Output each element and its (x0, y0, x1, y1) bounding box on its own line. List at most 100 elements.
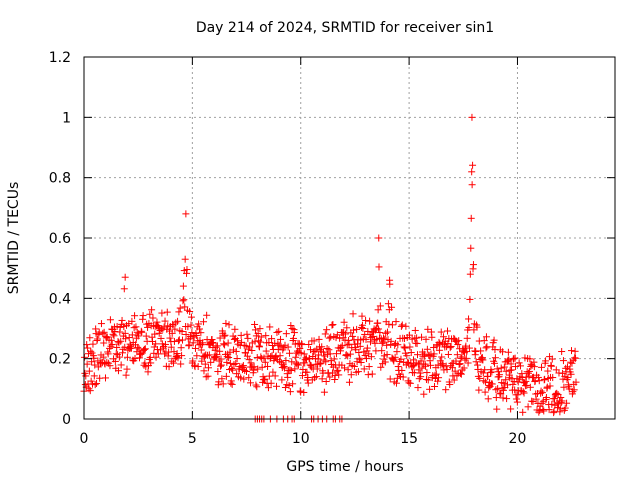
data-point (148, 306, 156, 314)
data-point (559, 357, 567, 365)
data-point (343, 324, 351, 332)
data-point (147, 359, 155, 367)
data-point (341, 330, 349, 338)
data-point (261, 375, 269, 383)
data-point (346, 350, 354, 358)
data-point (391, 353, 399, 361)
data-point (93, 335, 101, 343)
data-point (428, 333, 436, 341)
data-point (187, 332, 195, 340)
data-point (540, 407, 548, 415)
data-point (398, 366, 406, 374)
data-point (287, 366, 295, 374)
data-point (542, 357, 550, 365)
data-point (158, 309, 166, 317)
data-point (83, 360, 91, 368)
data-point (114, 367, 122, 375)
data-point (553, 389, 561, 397)
data-point (248, 347, 256, 355)
data-point (467, 244, 475, 252)
data-point (569, 388, 577, 396)
data-point (204, 372, 212, 380)
data-point (388, 303, 396, 311)
data-point (228, 380, 236, 388)
data-point (402, 322, 410, 330)
data-point (430, 343, 438, 351)
data-point (361, 352, 369, 360)
data-point (456, 360, 464, 368)
data-point (406, 379, 414, 387)
data-point (535, 377, 543, 385)
x-tick-label: 5 (188, 431, 197, 447)
data-point (212, 343, 220, 351)
data-point (237, 331, 245, 339)
data-point (349, 310, 357, 318)
data-point (153, 318, 161, 326)
data-point (425, 351, 433, 359)
x-tick-label: 10 (292, 431, 310, 447)
data-point (407, 349, 415, 357)
data-point (392, 318, 400, 326)
data-point (439, 361, 447, 369)
data-point (461, 356, 469, 364)
data-point (194, 363, 202, 371)
data-point (349, 332, 357, 340)
data-point (183, 266, 191, 274)
data-point (239, 362, 247, 370)
data-point (421, 352, 429, 360)
y-tick-label: 0.6 (49, 231, 71, 247)
data-point (233, 355, 241, 363)
data-point (294, 361, 302, 369)
data-point (382, 329, 390, 337)
data-point (300, 350, 308, 358)
data-point (123, 353, 131, 361)
data-point (107, 342, 115, 350)
data-point (106, 362, 114, 370)
data-point (392, 379, 400, 387)
data-point (465, 344, 473, 352)
data-point (541, 375, 549, 383)
data-point (214, 368, 222, 376)
data-point (203, 311, 211, 319)
data-point (572, 354, 580, 362)
data-point (524, 403, 532, 411)
data-point (560, 383, 568, 391)
data-point (117, 361, 125, 369)
data-point (199, 339, 207, 347)
data-point (462, 342, 470, 350)
data-point (230, 360, 238, 368)
data-point (565, 385, 573, 393)
data-point (368, 370, 376, 378)
data-point (146, 310, 154, 318)
data-point (437, 328, 445, 336)
data-point (174, 317, 182, 325)
data-point (298, 372, 306, 380)
data-point (161, 340, 169, 348)
data-point (326, 373, 334, 381)
data-point (360, 348, 368, 356)
data-point (386, 276, 394, 284)
data-point (418, 333, 426, 341)
data-point (460, 364, 468, 372)
y-tick-label: 0.4 (49, 291, 71, 307)
data-point (166, 334, 174, 342)
data-point (430, 350, 438, 358)
data-point (490, 336, 498, 344)
data-point (304, 379, 312, 387)
data-point (175, 308, 183, 316)
data-point (338, 342, 346, 350)
data-point (161, 317, 169, 325)
data-point (488, 380, 496, 388)
data-point (507, 360, 515, 368)
data-point (523, 381, 531, 389)
data-point (393, 348, 401, 356)
data-point (514, 391, 522, 399)
data-point (312, 373, 320, 381)
data-point (187, 313, 195, 321)
data-point (275, 327, 283, 335)
chart-title: Day 214 of 2024, SRMTID for receiver sin… (196, 20, 494, 36)
data-point (185, 341, 193, 349)
x-tick-label: 15 (400, 431, 418, 447)
data-point (491, 359, 499, 367)
data-point (388, 354, 396, 362)
